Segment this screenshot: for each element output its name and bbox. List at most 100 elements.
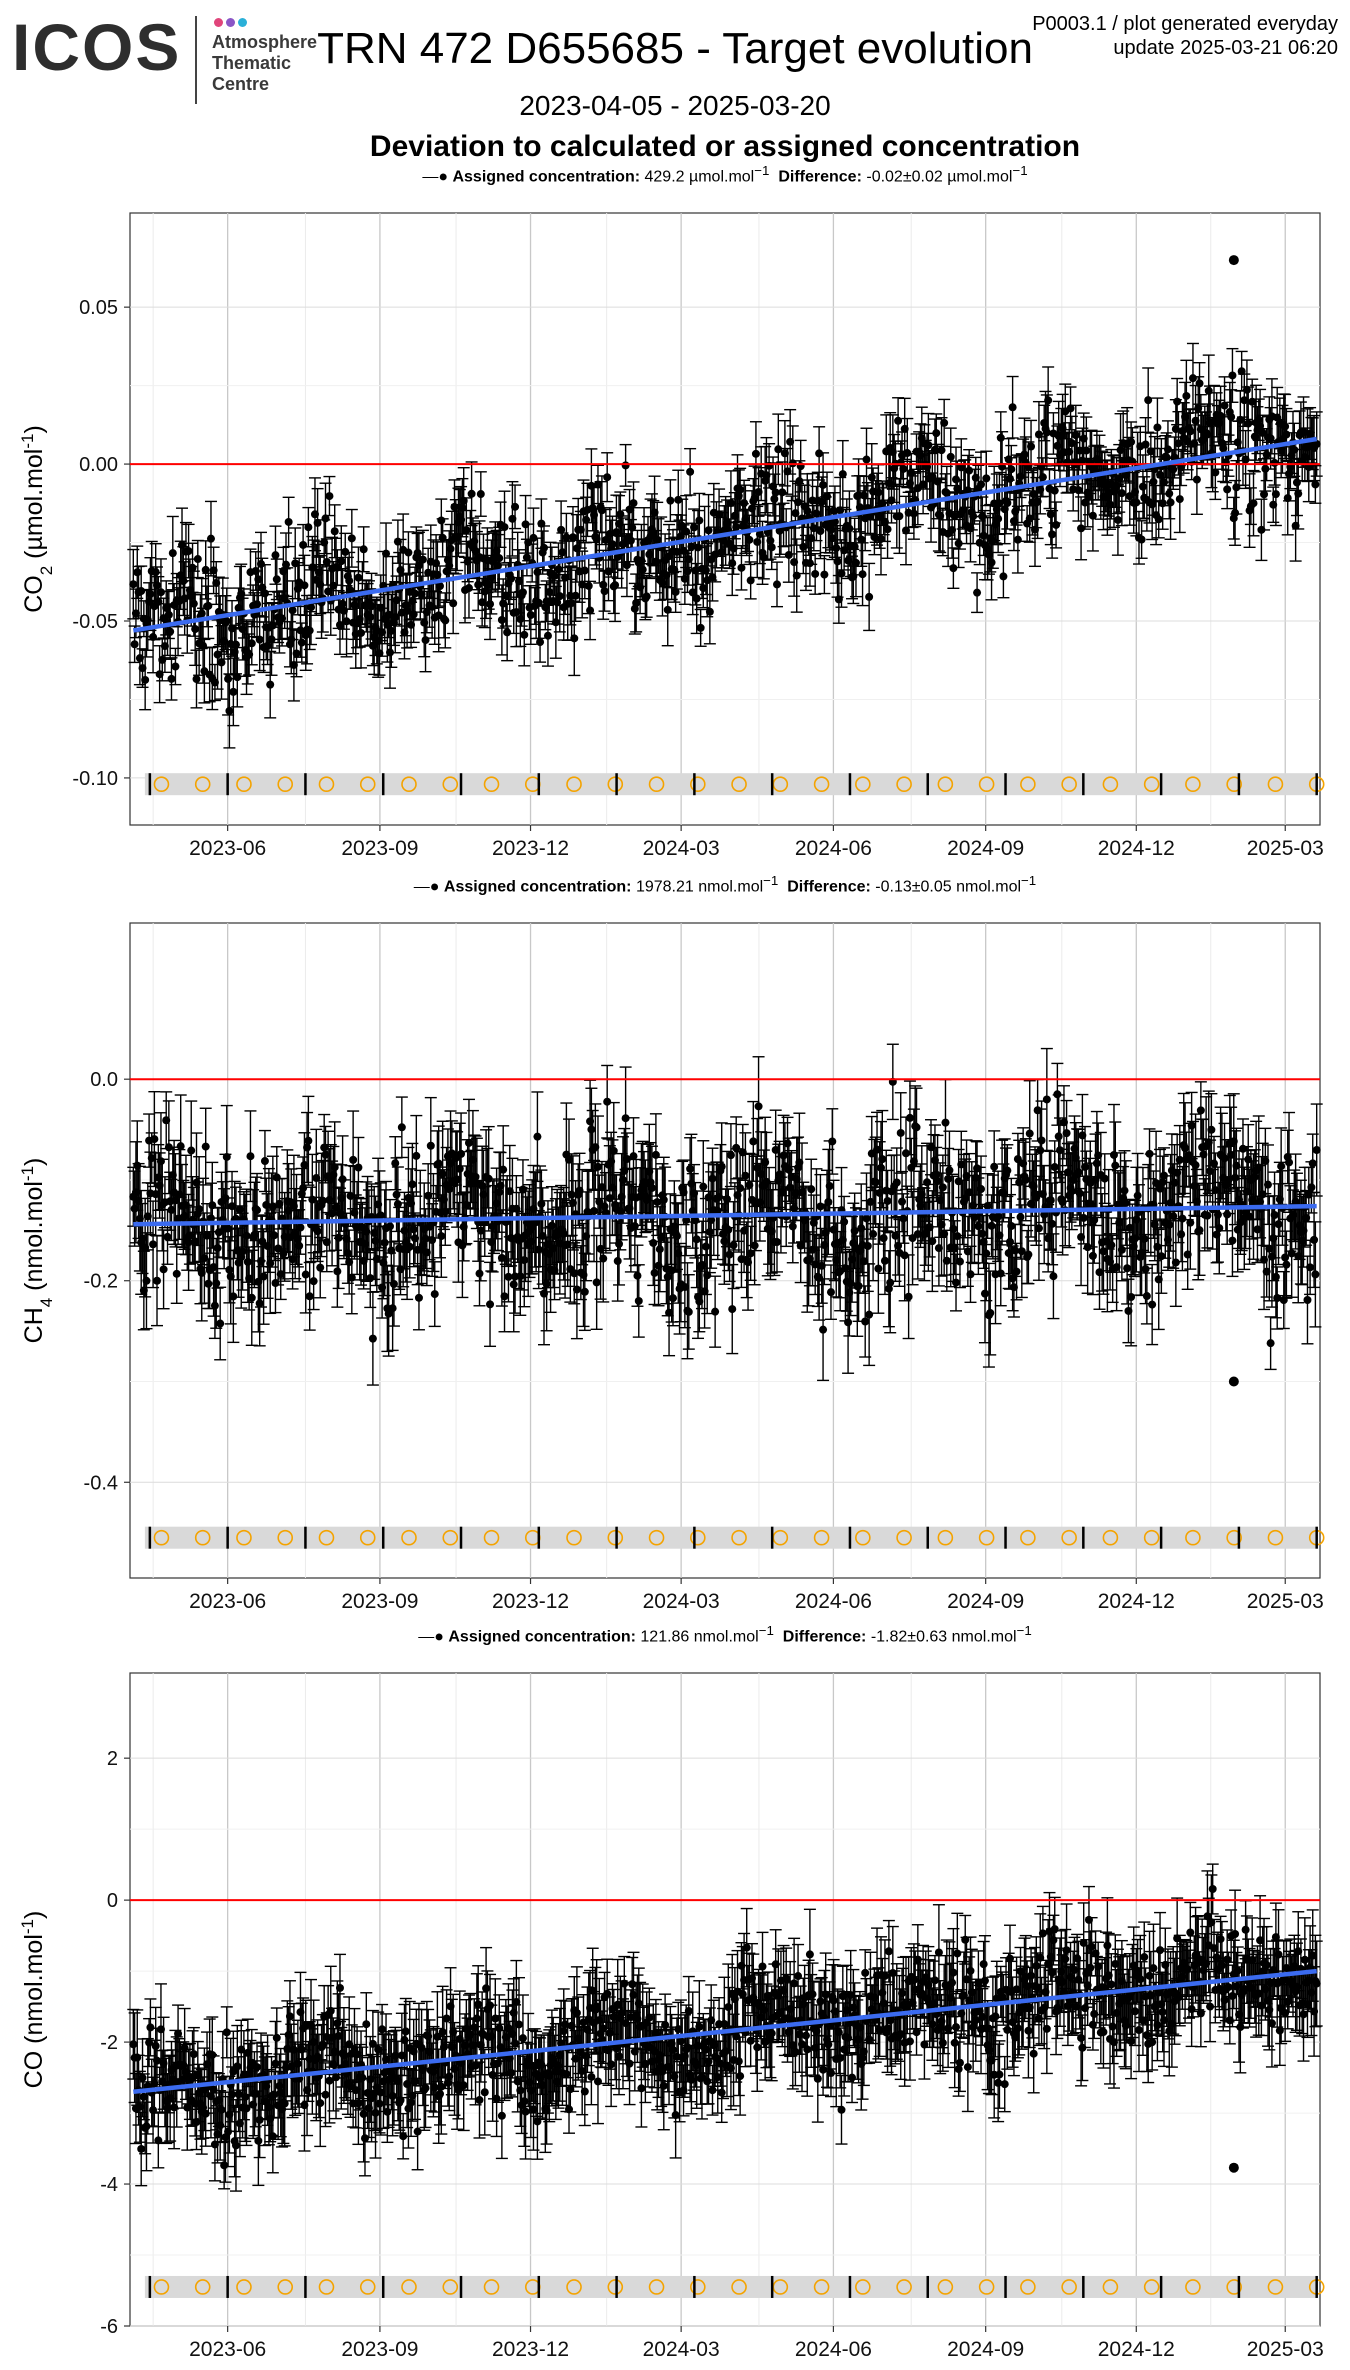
data-point — [1182, 391, 1191, 400]
data-point — [883, 525, 892, 534]
data-point — [632, 598, 641, 607]
data-point — [500, 523, 509, 532]
data-point — [1005, 474, 1014, 483]
data-point — [233, 673, 242, 682]
data-point — [192, 675, 201, 684]
data-point — [1188, 374, 1197, 383]
calibration-circle — [1102, 776, 1119, 793]
logo-subtitle-line2: Thematic — [212, 53, 292, 73]
data-point — [1003, 498, 1012, 507]
legend-unit: nmol.mol — [693, 1628, 759, 1646]
data-point — [1262, 450, 1271, 459]
data-points — [127, 1043, 1323, 1387]
calibration-circle — [1267, 776, 1284, 793]
data-point — [965, 466, 974, 475]
data-point — [1227, 413, 1236, 422]
data-point — [222, 617, 231, 626]
data-point — [133, 568, 142, 577]
data-point — [1186, 427, 1195, 436]
data-point — [774, 445, 783, 454]
logo-dot-blue — [238, 18, 247, 27]
data-point — [520, 1256, 529, 1265]
data-point — [1137, 535, 1146, 544]
x-tick-label: 2024-12 — [1098, 837, 1175, 860]
legend-difference-pm: 0.63 — [916, 1628, 948, 1646]
data-point — [857, 535, 866, 544]
data-point — [201, 565, 210, 574]
data-point — [243, 1257, 252, 1266]
data-point — [736, 485, 745, 494]
data-point — [347, 534, 356, 543]
data-point — [608, 540, 617, 549]
data-point — [1154, 515, 1163, 524]
data-point — [464, 1138, 473, 1147]
data-point — [1048, 530, 1057, 539]
calibration-circle — [690, 776, 706, 793]
data-point — [767, 543, 776, 552]
legend-assigned-label: Assigned concentration: — [448, 1628, 636, 1646]
data-point — [803, 506, 812, 515]
calibration-circle — [277, 776, 294, 793]
data-point — [1271, 490, 1280, 499]
data-point — [474, 580, 483, 589]
data-point — [1113, 515, 1122, 524]
calibration-circle — [1143, 776, 1160, 793]
data-point — [1044, 396, 1053, 405]
data-point — [282, 560, 291, 569]
calibration-circle — [153, 776, 170, 793]
data-point — [195, 1205, 204, 1214]
data-point — [366, 1274, 375, 1283]
data-point — [628, 523, 637, 532]
data-point — [1052, 520, 1061, 529]
data-point — [213, 1244, 222, 1253]
data-point — [865, 592, 874, 601]
data-point — [476, 490, 485, 499]
data-point — [536, 638, 545, 647]
data-point — [832, 544, 841, 553]
data-point — [1082, 446, 1091, 455]
data-point — [1162, 453, 1171, 462]
data-point — [337, 557, 346, 566]
data-point — [858, 570, 867, 579]
x-tick-label: 2025-03 — [1247, 837, 1324, 860]
data-point — [1237, 367, 1246, 376]
data-point — [497, 1253, 506, 1262]
data-point — [894, 416, 903, 425]
data-point — [704, 526, 713, 535]
data-point — [412, 1151, 421, 1160]
data-point — [163, 1232, 172, 1241]
data-point — [288, 606, 297, 615]
data-point — [1165, 489, 1174, 498]
data-point — [690, 523, 699, 532]
data-point — [837, 569, 846, 578]
data-point — [256, 559, 265, 568]
data-point — [318, 1196, 327, 1205]
data-point — [534, 598, 543, 607]
data-point — [457, 1149, 466, 1158]
logo-dot-pink — [214, 18, 223, 27]
data-point — [1282, 430, 1291, 439]
data-point — [751, 449, 760, 458]
data-point — [342, 617, 351, 626]
data-point — [301, 1270, 310, 1279]
data-point — [1117, 489, 1126, 498]
outlier-point — [1228, 255, 1239, 266]
data-point — [862, 455, 871, 464]
legend-marker: —● — [413, 878, 440, 896]
data-point — [255, 1299, 264, 1308]
legend-difference-value: -0.13 — [875, 878, 912, 896]
data-point — [1312, 440, 1321, 449]
data-point — [540, 543, 549, 552]
data-point — [380, 1238, 389, 1247]
legend-unit: µmol.mol — [689, 168, 755, 186]
data-point — [696, 623, 705, 632]
calibration-circle — [236, 776, 252, 793]
data-point — [982, 474, 991, 483]
calibration-circle — [978, 776, 995, 793]
data-point — [600, 587, 609, 596]
data-point — [745, 535, 754, 544]
data-point — [616, 510, 625, 519]
data-point — [728, 559, 737, 568]
logo-dot-purple — [226, 18, 235, 27]
data-point — [495, 554, 504, 563]
